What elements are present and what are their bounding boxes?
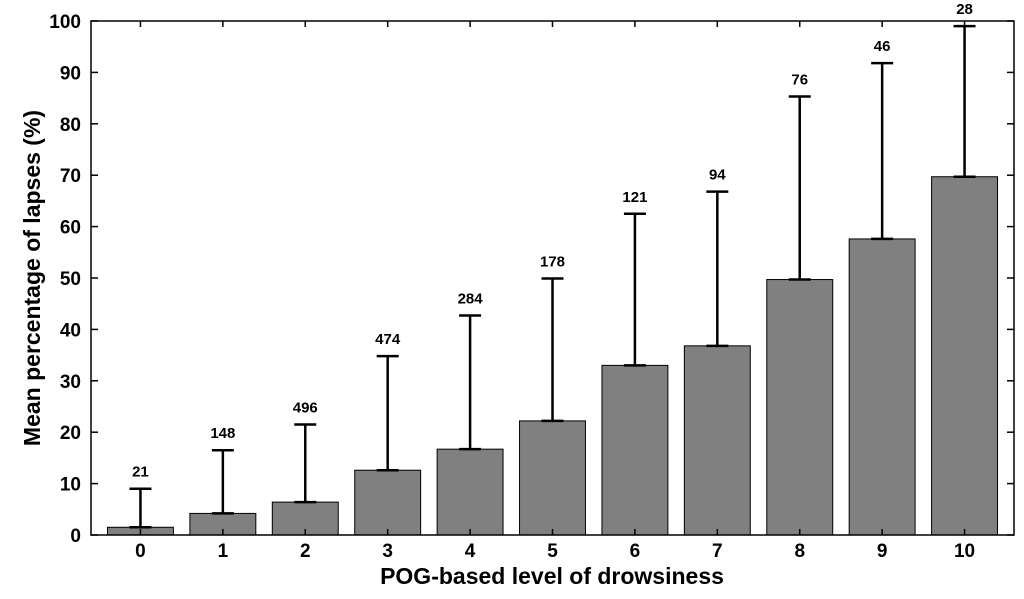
error-bar-0 xyxy=(129,487,152,529)
bar-8 xyxy=(766,279,834,536)
count-label-3: 474 xyxy=(375,331,401,348)
y-axis-title: Mean percentage of lapses (%) xyxy=(19,110,45,446)
y-tick-label-70: 70 xyxy=(60,166,81,187)
error-bar-3 xyxy=(376,354,399,472)
error-bar-6 xyxy=(623,212,646,367)
bar-4 xyxy=(436,448,504,536)
error-bar-7 xyxy=(706,190,729,348)
y-tick-label-50: 50 xyxy=(60,269,81,290)
x-tick-label-4: 4 xyxy=(465,541,476,562)
y-tick-label-60: 60 xyxy=(60,218,81,239)
y-tick-label-10: 10 xyxy=(60,475,81,496)
error-bar-8 xyxy=(788,95,811,281)
bar-10 xyxy=(931,176,999,536)
x-tick-label-7: 7 xyxy=(712,541,723,562)
y-axis: 0 10 20 30 40 50 60 70 80 90 100 xyxy=(49,12,1014,547)
error-bar-10 xyxy=(953,24,976,178)
count-label-1: 148 xyxy=(210,425,235,442)
error-bar-9 xyxy=(871,61,894,241)
x-tick-label-10: 10 xyxy=(954,541,975,562)
x-axis: 0 1 2 3 4 5 6 7 8 9 10 xyxy=(135,21,975,562)
error-bar-2 xyxy=(294,423,317,504)
error-bar-5 xyxy=(541,277,564,423)
y-tick-label-100: 100 xyxy=(49,12,81,33)
count-label-4: 284 xyxy=(458,291,484,308)
x-tick-label-5: 5 xyxy=(547,541,558,562)
x-tick-label-3: 3 xyxy=(382,541,393,562)
count-label-10: 28 xyxy=(956,1,973,18)
bar-9 xyxy=(848,238,916,536)
x-tick-label-8: 8 xyxy=(794,541,805,562)
count-label-9: 46 xyxy=(874,38,891,55)
y-tick-label-30: 30 xyxy=(60,372,81,393)
y-tick-label-0: 0 xyxy=(70,526,81,547)
error-bars-layer xyxy=(129,24,976,529)
count-label-5: 178 xyxy=(540,254,565,271)
y-tick-label-90: 90 xyxy=(60,63,81,84)
y-tick-label-80: 80 xyxy=(60,115,81,136)
x-tick-label-2: 2 xyxy=(300,541,311,562)
y-tick-label-20: 20 xyxy=(60,423,81,444)
count-label-2: 496 xyxy=(293,399,318,416)
x-tick-label-1: 1 xyxy=(218,541,229,562)
bar-3 xyxy=(354,469,422,536)
count-label-0: 21 xyxy=(132,464,149,481)
y-tick-label-40: 40 xyxy=(60,320,81,341)
count-label-6: 121 xyxy=(622,189,647,206)
error-bar-4 xyxy=(459,314,482,451)
bars-layer xyxy=(106,176,999,536)
count-label-7: 94 xyxy=(709,167,726,184)
bar-7 xyxy=(683,345,751,536)
x-tick-label-9: 9 xyxy=(877,541,888,562)
x-axis-title: POG-based level of drowsiness xyxy=(380,563,724,589)
count-labels: 21 148 496 474 284 178 121 94 76 46 28 xyxy=(132,1,973,481)
bar-5 xyxy=(519,420,586,536)
x-tick-label-0: 0 xyxy=(135,541,146,562)
bar-6 xyxy=(601,364,669,536)
x-tick-label-6: 6 xyxy=(630,541,641,562)
count-label-8: 76 xyxy=(791,72,808,89)
error-bar-1 xyxy=(211,448,234,515)
